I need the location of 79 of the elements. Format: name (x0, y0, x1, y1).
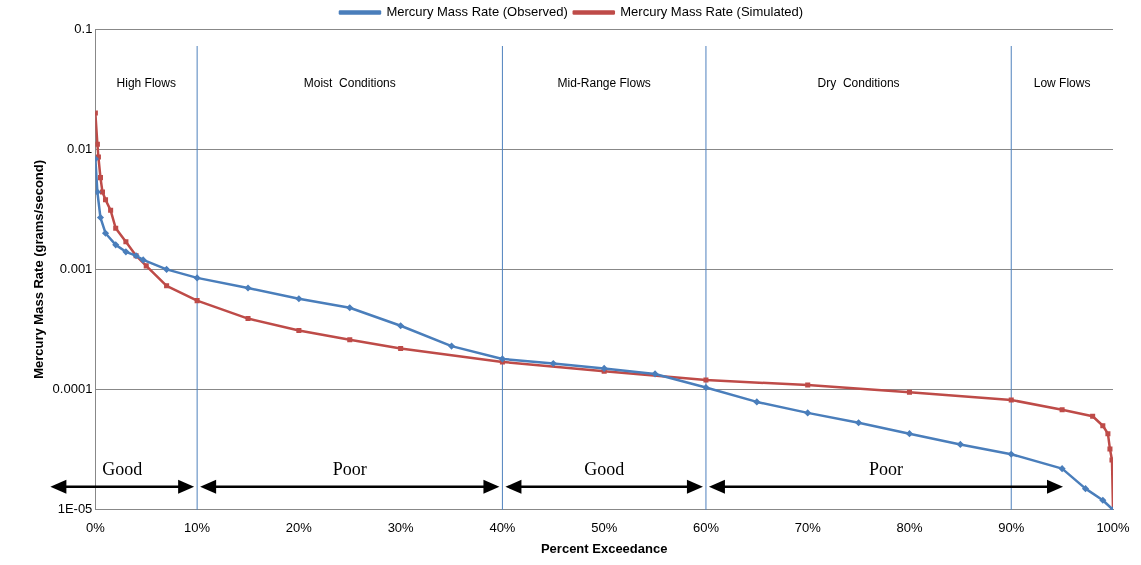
annotation: Poor (868, 458, 903, 479)
x-tick-label: 10% (184, 520, 211, 536)
point (163, 266, 170, 273)
x-tick-label: 0% (85, 520, 106, 536)
point (122, 248, 129, 255)
point (143, 263, 149, 269)
point (244, 284, 252, 292)
x-tick-label: 40% (489, 520, 516, 536)
x-axis-title: Percent Exceedance (540, 540, 668, 556)
x-tick-label: 100% (1096, 520, 1131, 536)
point (398, 345, 404, 351)
legend-label: Mercury Mass Rate (Simulated) (620, 4, 804, 20)
point (1105, 431, 1111, 437)
y-tick-label: 0.01 (67, 140, 93, 156)
point (1107, 446, 1113, 452)
point (1109, 457, 1113, 463)
annotation: Low Flows (1033, 76, 1091, 91)
x-tick-label: 70% (794, 520, 822, 536)
point (95, 141, 100, 147)
x-tick-label: 80% (896, 520, 923, 536)
point (1082, 485, 1089, 492)
x-tick-label: 20% (285, 520, 313, 536)
point (164, 283, 170, 289)
legend-label: Mercury Mass Rate (Observed) (386, 4, 568, 20)
point (702, 384, 709, 391)
point (113, 225, 119, 231)
point (906, 389, 912, 395)
point (1100, 423, 1106, 429)
point (95, 189, 101, 196)
y-tick-label: 1E-05 (57, 501, 93, 517)
point (347, 337, 353, 343)
annotation: Dry Conditions (817, 76, 900, 91)
point (97, 175, 103, 181)
x-tick-label: 60% (692, 520, 720, 536)
point (753, 398, 760, 405)
point (97, 214, 104, 221)
annotation: Good (102, 458, 143, 479)
point (140, 256, 147, 263)
point (296, 328, 302, 334)
point (957, 441, 964, 448)
y-axis-title: Mercury Mass Rate (grams/second) (31, 159, 47, 379)
point (1090, 413, 1096, 419)
point (703, 377, 709, 383)
x-tick-label: 30% (387, 520, 415, 536)
point (99, 189, 106, 195)
point (194, 298, 200, 304)
point (1008, 397, 1014, 403)
point (397, 322, 404, 329)
point (112, 241, 119, 248)
point (346, 304, 353, 311)
x-tick-label: 50% (591, 520, 618, 536)
point (103, 197, 109, 203)
point (448, 343, 455, 350)
y-tick-label: 0.1 (74, 20, 93, 36)
point (1059, 407, 1065, 413)
annotation: Good (584, 458, 625, 479)
annotation: Mid-Range Flows (557, 76, 651, 91)
annotation: Poor (332, 458, 367, 479)
point (123, 239, 129, 245)
point (108, 207, 114, 213)
x-tick-label: 90% (998, 520, 1025, 536)
point (194, 274, 201, 281)
point (102, 230, 109, 237)
point (295, 295, 302, 302)
point (652, 370, 659, 377)
point (1099, 497, 1106, 504)
point (1059, 465, 1066, 472)
y-tick-label: 0.0001 (52, 381, 93, 397)
point (855, 419, 862, 426)
point (245, 316, 251, 322)
point (804, 409, 811, 416)
annotation: Moist Conditions (303, 76, 396, 91)
point (805, 382, 811, 388)
y-tick-label: 0.001 (59, 260, 93, 276)
annotation: High Flows (116, 76, 176, 91)
point (1008, 451, 1015, 458)
point (499, 355, 506, 362)
point (906, 430, 913, 437)
point (550, 360, 557, 367)
